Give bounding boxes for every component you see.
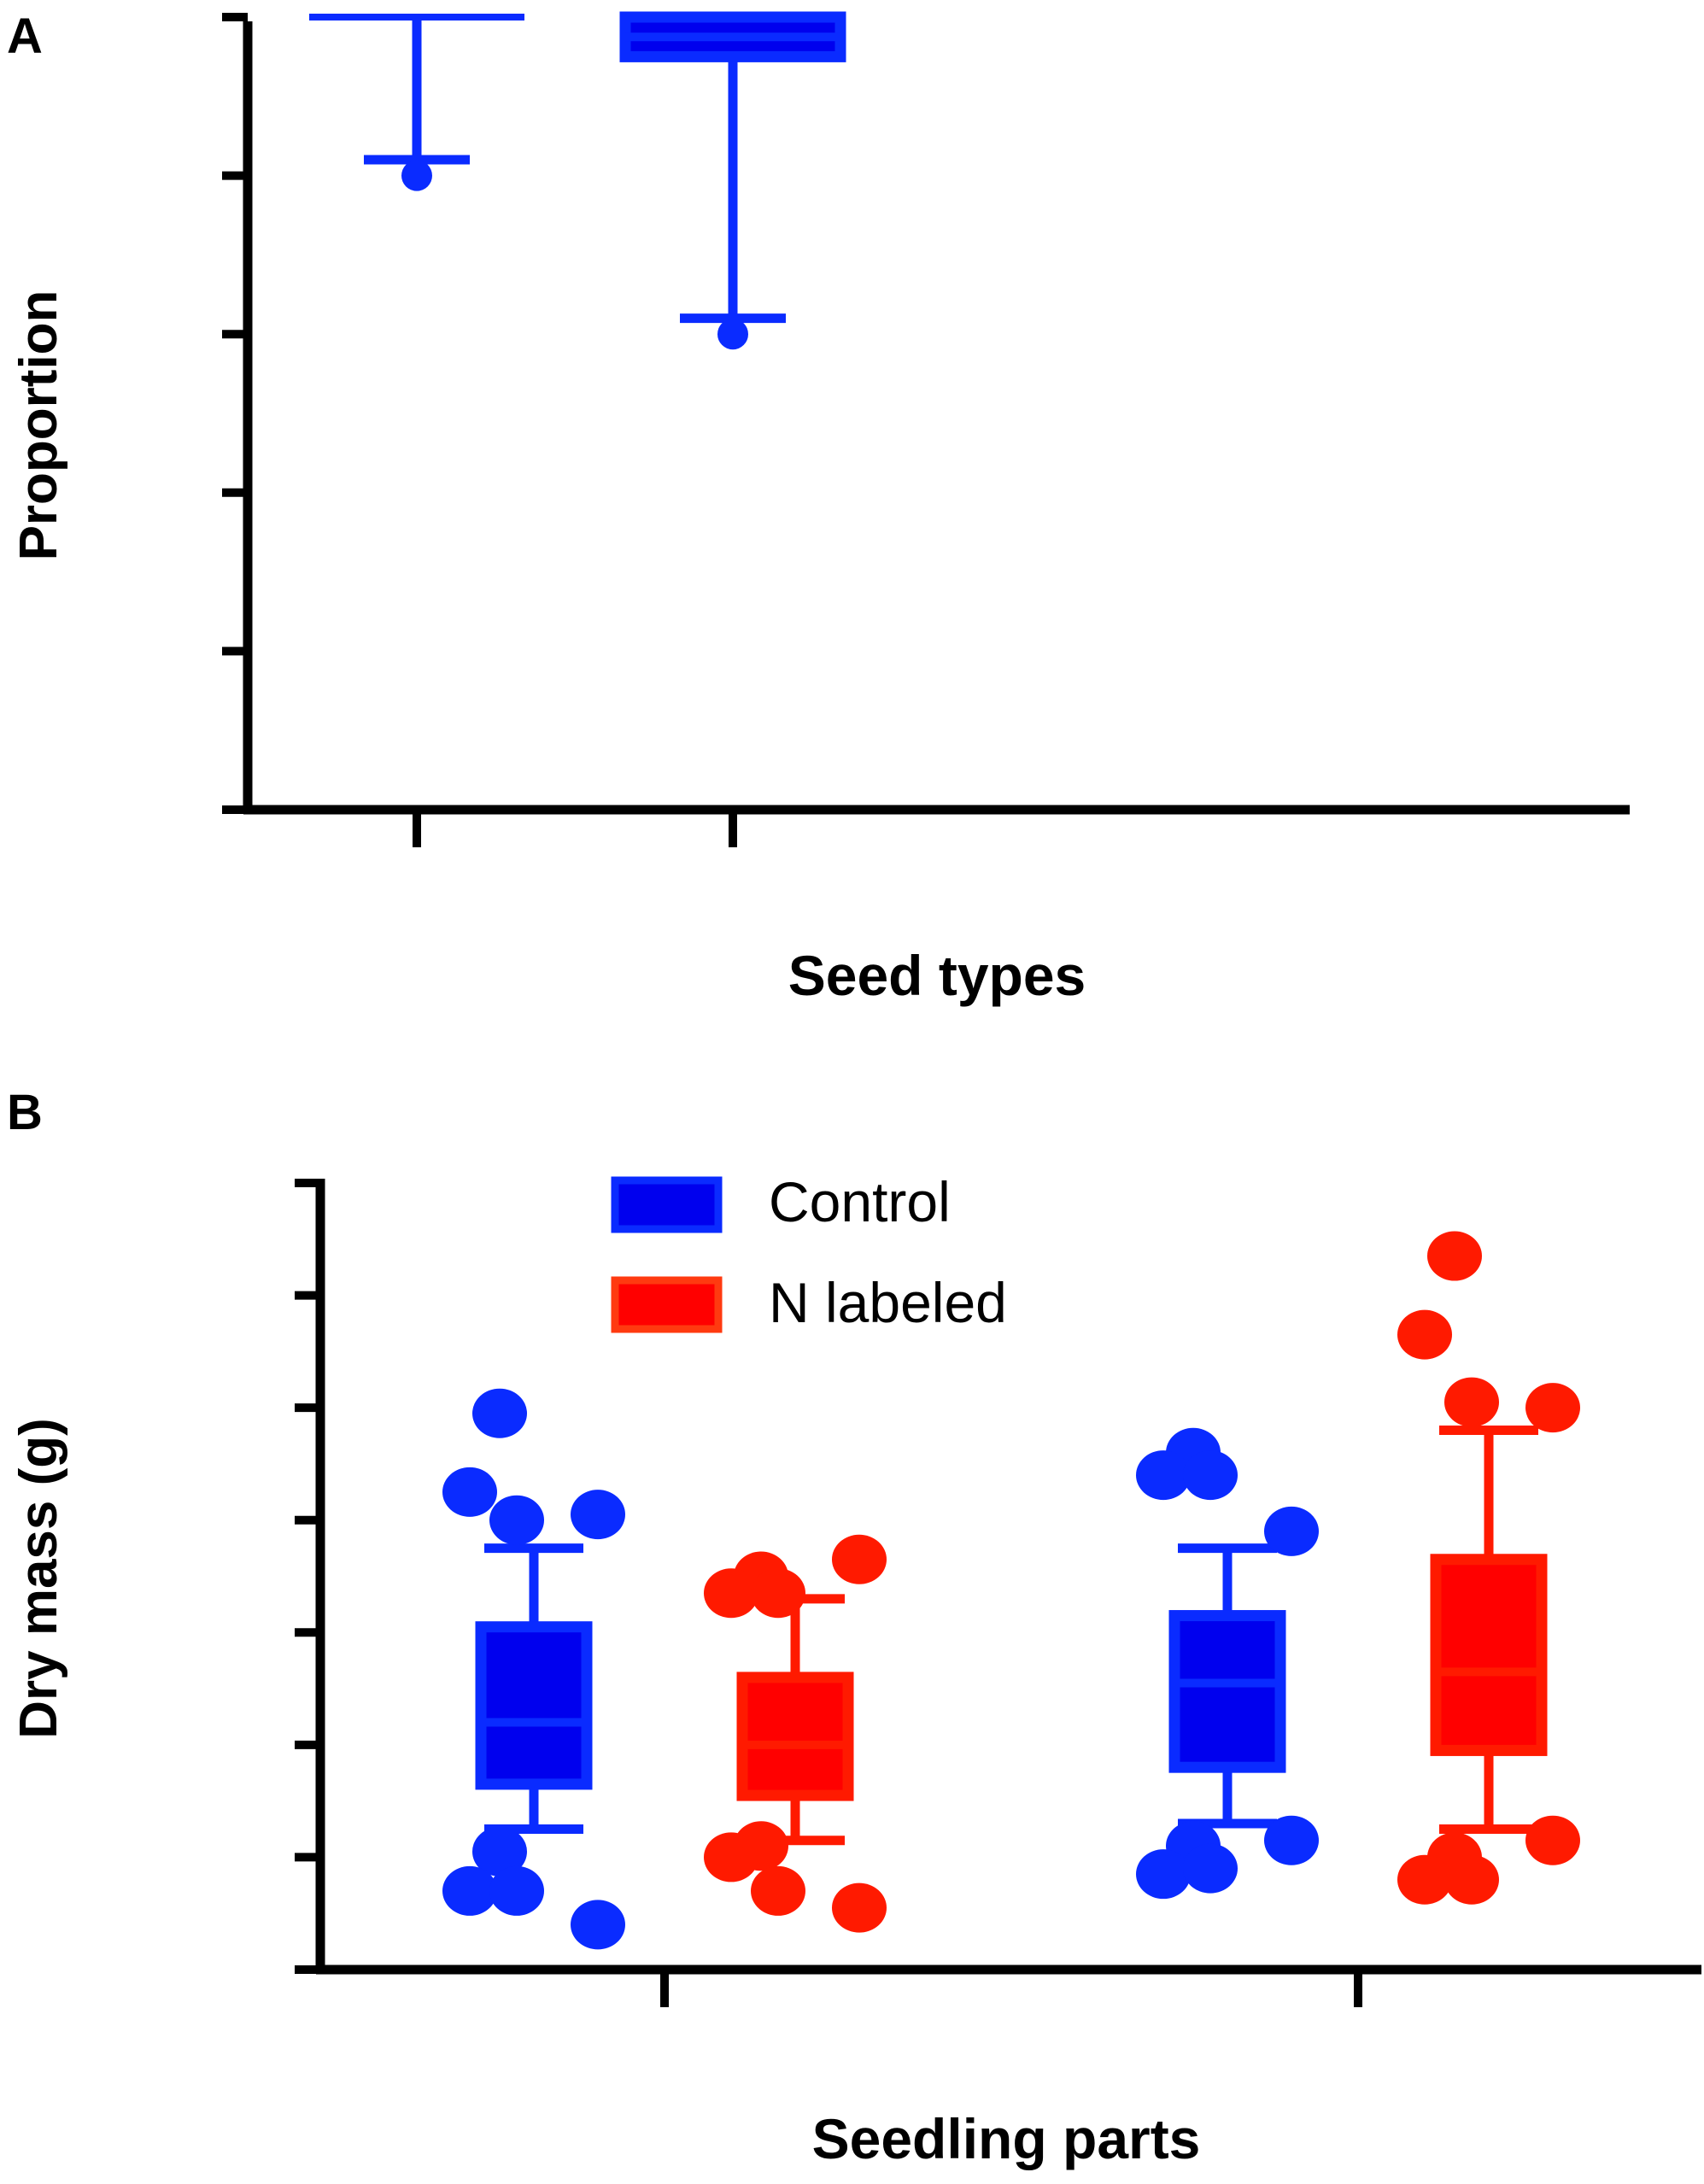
legend-label-control: Control bbox=[769, 1170, 951, 1233]
data-point-n-labeled-root bbox=[1525, 1383, 1580, 1433]
panel-a-x-axis-title: Seed types bbox=[788, 944, 1086, 1007]
box-n-labeled-shoot bbox=[736, 1672, 854, 1801]
data-point-control-shoot bbox=[442, 1865, 497, 1916]
data-point-control-shoot bbox=[442, 1467, 497, 1517]
box-control-shoot bbox=[475, 1621, 593, 1790]
data-point-n-labeled-shoot bbox=[751, 1865, 805, 1916]
panel-b-label: B bbox=[7, 1085, 43, 1140]
data-point-control-root bbox=[1136, 1849, 1191, 1900]
data-point-n-labeled bbox=[717, 319, 748, 350]
data-point-control-shoot bbox=[489, 1495, 544, 1545]
data-point-n-labeled-root bbox=[1397, 1309, 1452, 1360]
legend-label-n-labeled: N labeled bbox=[769, 1271, 1007, 1334]
panel-a: A Proportion Seed types bbox=[7, 9, 1630, 1007]
data-point-n-labeled-shoot bbox=[751, 1568, 805, 1619]
data-point-control-shoot bbox=[571, 1490, 625, 1540]
data-point-n-labeled-shoot bbox=[832, 1882, 887, 1933]
panel-b: B Dry mass (g) Seedling parts Control N … bbox=[7, 1085, 1701, 2170]
data-point-control-root bbox=[1183, 1450, 1238, 1501]
data-point-control bbox=[401, 160, 432, 191]
data-point-control-root bbox=[1264, 1506, 1319, 1556]
data-point-n-labeled-root bbox=[1427, 1231, 1482, 1281]
data-point-n-labeled-shoot bbox=[704, 1832, 758, 1882]
panel-a-y-axis-title: Proportion bbox=[9, 290, 68, 561]
panel-a-label: A bbox=[7, 9, 43, 64]
data-point-control-shoot bbox=[571, 1900, 625, 1950]
data-point-n-labeled-shoot bbox=[704, 1568, 758, 1619]
data-point-control-shoot bbox=[472, 1826, 527, 1877]
data-point-control-root bbox=[1136, 1450, 1191, 1501]
data-point-control-root bbox=[1264, 1815, 1319, 1865]
legend-swatch-n-labeled bbox=[611, 1276, 723, 1333]
data-point-n-labeled-shoot bbox=[832, 1534, 887, 1584]
data-point-n-labeled-root bbox=[1444, 1854, 1499, 1905]
box-control-root bbox=[1168, 1610, 1286, 1773]
box-n-labeled-root bbox=[1430, 1554, 1548, 1756]
legend-swatch-control bbox=[611, 1176, 723, 1233]
panel-b-x-axis-title: Seedling parts bbox=[812, 2107, 1201, 2170]
panel-b-y-axis-title: Dry mass (g) bbox=[9, 1418, 68, 1739]
data-point-control-shoot bbox=[489, 1865, 544, 1916]
data-point-control-shoot bbox=[472, 1388, 527, 1438]
legend: Control N labeled bbox=[611, 1170, 1007, 1334]
data-point-n-labeled-root bbox=[1444, 1377, 1499, 1427]
data-point-n-labeled-root bbox=[1397, 1854, 1452, 1905]
data-point-n-labeled-root bbox=[1525, 1815, 1580, 1865]
data-point-control-root bbox=[1183, 1843, 1238, 1894]
